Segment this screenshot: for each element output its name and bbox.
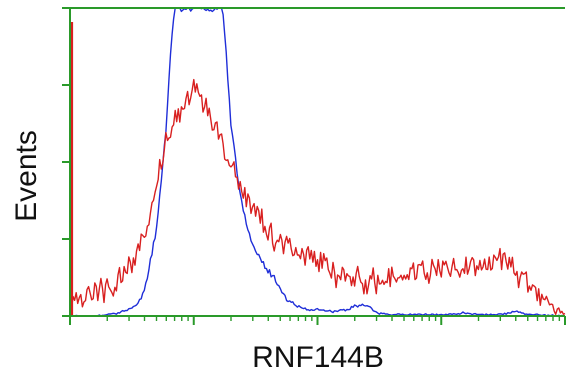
x-axis-label: RNF144B bbox=[252, 341, 384, 374]
series-layer bbox=[69, 7, 566, 317]
y-axis-ticks bbox=[62, 7, 70, 317]
x-axis-ticks bbox=[69, 316, 566, 325]
series-line-2 bbox=[69, 78, 566, 315]
y-axis-label: Events bbox=[10, 130, 43, 222]
series-line-1 bbox=[69, 7, 565, 317]
